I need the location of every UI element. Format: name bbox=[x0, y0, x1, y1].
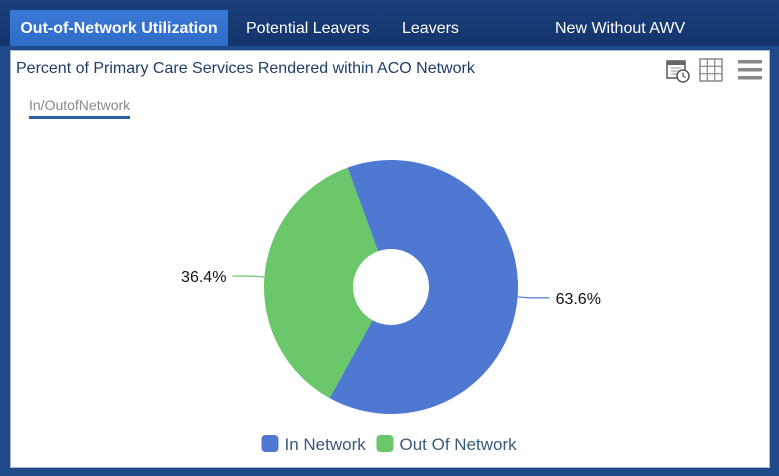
legend-swatch[interactable] bbox=[261, 435, 279, 452]
tab-leavers[interactable]: Leavers bbox=[402, 20, 459, 37]
tab-bar: Out-of-Network Utilization Potential Lea… bbox=[0, 0, 779, 46]
panel-title: Percent of Primary Care Services Rendere… bbox=[16, 60, 475, 77]
data-label-connector bbox=[517, 296, 550, 299]
subtab-in-out-of-network[interactable]: In/OutofNetwork bbox=[29, 97, 131, 119]
legend-item-label[interactable]: In Network bbox=[285, 435, 367, 454]
grid-icon[interactable] bbox=[699, 58, 723, 82]
menu-icon[interactable] bbox=[737, 58, 763, 82]
tab-new-without-awv[interactable]: New Without AWV bbox=[555, 20, 686, 37]
tab-potential-leavers[interactable]: Potential Leavers bbox=[246, 20, 370, 37]
chart-panel: Percent of Primary Care Services Rendere… bbox=[10, 50, 770, 468]
legend-item-label[interactable]: Out Of Network bbox=[400, 435, 518, 454]
pie-slice-out-of-network[interactable] bbox=[264, 167, 379, 399]
data-label-connector bbox=[232, 275, 265, 278]
donut-chart: 63.6% 36.4% In Network Out Of Network bbox=[181, 160, 601, 454]
data-label: 63.6% bbox=[556, 291, 601, 308]
calendar-clock-icon[interactable] bbox=[665, 58, 691, 84]
legend-swatch[interactable] bbox=[376, 435, 394, 452]
tab-out-of-network-utilization[interactable]: Out-of-Network Utilization bbox=[10, 10, 228, 46]
data-label: 36.4% bbox=[181, 269, 226, 286]
pie-slice-in-network[interactable] bbox=[329, 160, 518, 414]
